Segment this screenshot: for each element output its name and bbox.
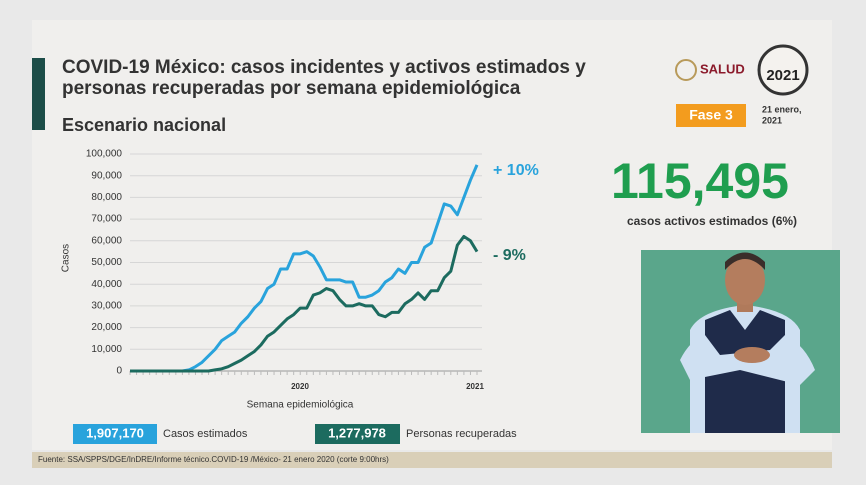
accent-bar (32, 58, 45, 130)
y-axis-label: Casos (61, 244, 72, 272)
series-annotation: + 10% (493, 162, 539, 179)
interpreter-video (641, 250, 840, 433)
phase: Fase 3 (689, 107, 733, 123)
subtitle: Escenario nacional (62, 115, 226, 135)
y-tick-label: 50,000 (91, 257, 122, 268)
title-line: COVID-19 México: casos incidentes y acti… (62, 57, 586, 78)
series-line (130, 234, 479, 373)
date: 2021 (762, 115, 782, 125)
hair (725, 252, 765, 270)
y-tick-label: 60,000 (91, 235, 122, 246)
phase-box (676, 104, 746, 127)
total-value: 1,907,170 (86, 425, 144, 440)
y-tick-label: 10,000 (91, 344, 122, 355)
active-cases: 115,495 (611, 153, 789, 209)
date: 21 enero, (762, 104, 802, 114)
salud-logo: SALUD (700, 61, 745, 76)
total-box (315, 424, 400, 444)
y-tick-label: 20,000 (91, 322, 122, 333)
series-annotation: - 9% (493, 247, 526, 264)
title-line: personas recuperadas por semana epidemio… (62, 78, 521, 99)
y-tick-label: 40,000 (91, 279, 122, 290)
total-value: 1,277,978 (328, 425, 386, 440)
vest (705, 310, 785, 433)
total-box (73, 424, 157, 444)
y-tick-label: 0 (116, 366, 122, 377)
source: Fuente: SSA/SPPS/DGE/InDRE/Informe técni… (38, 455, 389, 464)
year-emblem (757, 44, 809, 96)
year-label: 2020 (291, 382, 309, 391)
y-tick-label: 100,000 (86, 149, 123, 160)
x-axis-label: Semana epidemiológica (247, 400, 354, 411)
hands (734, 347, 770, 363)
active-cases-caption: casos activos estimados (6%) (627, 214, 797, 228)
footer-bar (32, 452, 832, 468)
y-tick-label: 80,000 (91, 192, 122, 203)
y-tick-label: 30,000 (91, 301, 122, 312)
chart: 0 10,000 20,000 30,000 40,000 50,000 60,000 70,… (61, 149, 539, 411)
legend-label: Personas recuperadas (406, 428, 517, 440)
year-logo: 2021 (766, 67, 799, 84)
legend-label: Casos estimados (163, 428, 248, 440)
year-label: 2021 (466, 382, 484, 391)
y-tick-label: 70,000 (91, 214, 122, 225)
salud-emblem (675, 59, 697, 81)
head (725, 255, 765, 305)
y-tick-label: 90,000 (91, 170, 122, 181)
